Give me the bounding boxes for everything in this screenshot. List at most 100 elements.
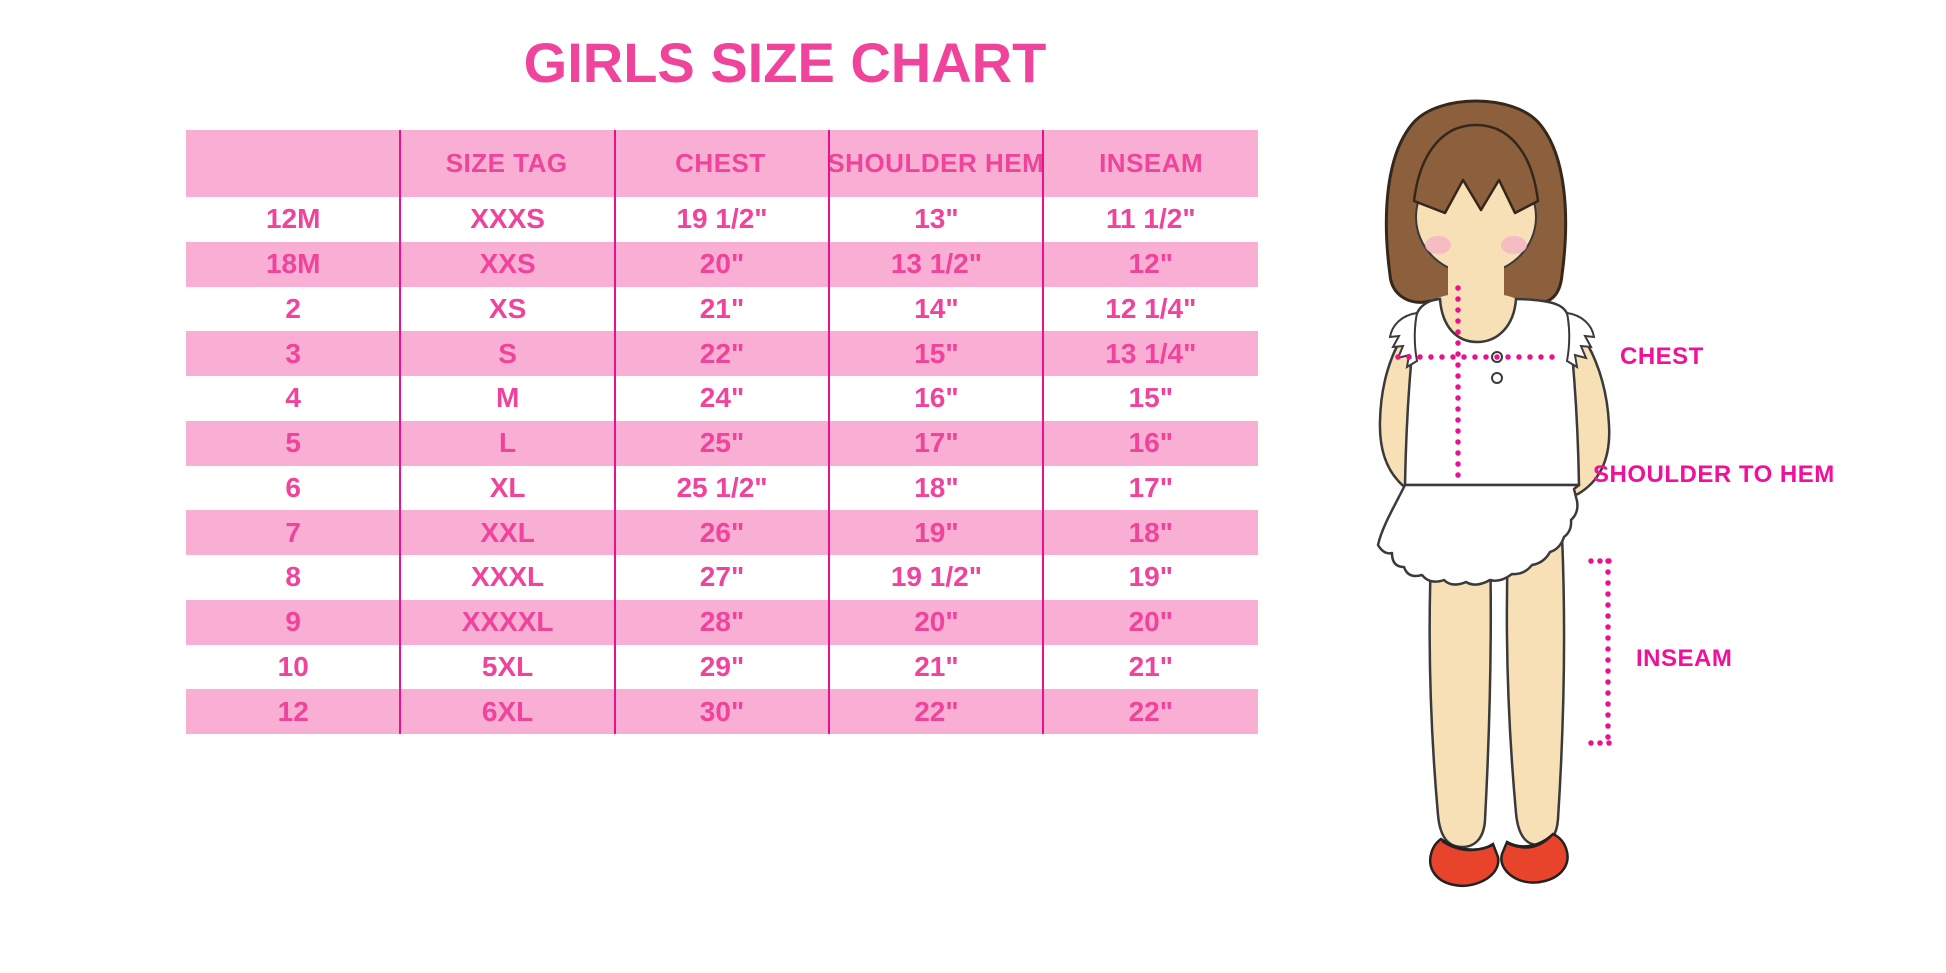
column-divider <box>1042 130 1044 734</box>
table-cell: 4 <box>285 382 301 414</box>
table-cell: 18" <box>1128 516 1174 548</box>
table-cell: 5XL <box>481 650 534 682</box>
table-cell: 21" <box>699 292 745 324</box>
table-cell: 22" <box>914 695 959 727</box>
table-cell: 24" <box>699 382 745 414</box>
table-cell: 28" <box>699 606 745 638</box>
shoulder-to-hem-measure-label: SHOULDER TO HEM <box>1593 461 1835 488</box>
table-cell: 20" <box>699 248 745 280</box>
table-cell: 12" <box>1128 248 1174 280</box>
table-row: 5 L 25" 17" 16" <box>186 420 1258 466</box>
table-cell: 22" <box>699 337 745 369</box>
table-header-row: SIZE TAG CHEST SHOULDER HEM INSEAM <box>186 130 1258 197</box>
table-cell: 6 <box>285 471 301 503</box>
table-cell: 21" <box>1128 650 1174 682</box>
table-cell: 3 <box>285 337 301 369</box>
bangs-icon <box>1412 123 1540 215</box>
table-cell: 19" <box>1128 561 1174 593</box>
table-cell: 19" <box>914 516 959 548</box>
table-cell: 15" <box>1128 382 1174 414</box>
table-row: 9 XXXXL 28" 20" 20" <box>186 599 1258 645</box>
header-cell: INSEAM <box>1099 148 1204 178</box>
table-row: 18M XXS 20" 13 1/2" 12" <box>186 241 1258 287</box>
table-cell: L <box>499 427 517 459</box>
table-cell: 18" <box>914 471 959 503</box>
table-cell: 16" <box>1128 427 1174 459</box>
table-cell: XS <box>488 292 527 324</box>
table-cell: 20" <box>1128 606 1174 638</box>
right-leg <box>1505 533 1566 847</box>
table-cell: 10 <box>277 650 309 682</box>
table-cell: 19 1/2" <box>676 203 768 235</box>
column-divider <box>399 130 401 734</box>
table-cell: 17" <box>1128 471 1174 503</box>
girl-illustration <box>1376 99 1614 887</box>
inseam-measure-label: INSEAM <box>1636 645 1733 672</box>
blush-left <box>1425 236 1451 254</box>
table-cell: 2 <box>285 292 301 324</box>
left-shoulder-ruffle <box>1388 311 1419 369</box>
table-row: 4 M 24" 16" 15" <box>186 376 1258 421</box>
header-cell: SIZE TAG <box>445 148 568 178</box>
table-cell: 25 1/2" <box>676 471 768 503</box>
table-cell: S <box>498 337 517 369</box>
table-row: 2 XS 21" 14" 12 1/4" <box>186 286 1258 332</box>
column-divider <box>828 130 830 734</box>
table-cell: 19 1/2" <box>890 561 982 593</box>
table-cell: 29" <box>699 650 745 682</box>
table-cell: 16" <box>914 382 959 414</box>
table-cell: 20" <box>914 606 959 638</box>
table-cell: 12 1/4" <box>1105 292 1197 324</box>
table-cell: 12 <box>277 695 309 727</box>
table-cell: 22" <box>1128 695 1174 727</box>
table-row: 10 5XL 29" 21" 21" <box>186 644 1258 690</box>
table-row: 7 XXL 26" 19" 18" <box>186 510 1258 555</box>
table-cell: 14" <box>914 292 959 324</box>
girls-size-table: SIZE TAG CHEST SHOULDER HEM INSEAM 12M XXXS 1… <box>186 130 1258 734</box>
right-shoulder-ruffle <box>1565 311 1596 369</box>
table-cell: 30" <box>699 695 745 727</box>
table-cell: XXS <box>479 248 536 280</box>
header-cell <box>186 130 400 197</box>
table-row: 3 S 22" 15" 13 1/4" <box>186 331 1258 376</box>
table-cell: 7 <box>285 516 301 548</box>
table-cell: M <box>495 382 520 414</box>
skirt-ruffle <box>1376 483 1581 586</box>
button-bottom <box>1491 372 1503 384</box>
table-cell: XXL <box>480 516 535 548</box>
table-cell: 9 <box>285 606 301 638</box>
header-cell: SHOULDER HEM <box>827 148 1045 178</box>
table-cell: 21" <box>914 650 959 682</box>
left-leg <box>1428 533 1493 849</box>
table-cell: 8 <box>285 561 301 593</box>
table-cell: 27" <box>699 561 745 593</box>
table-cell: 6XL <box>481 695 534 727</box>
table-cell: 11 1/2" <box>1106 203 1196 235</box>
table-body: 12M XXXS 19 1/2" 13" 11 1/2" 18M XXS 20" 13 1/2"… <box>186 197 1258 734</box>
table-cell: 12M <box>265 203 321 235</box>
table-row: 12 6XL 30" 22" 22" <box>186 689 1258 734</box>
chest-measure-label: CHEST <box>1620 343 1704 370</box>
right-shoe-strap <box>1506 834 1553 849</box>
table-cell: 18M <box>265 248 321 280</box>
column-divider <box>614 130 616 734</box>
table-cell: 13 1/2" <box>890 248 982 280</box>
table-cell: 5 <box>285 427 301 459</box>
header-cell: CHEST <box>675 148 766 178</box>
table-row: 6 XL 25 1/2" 18" 17" <box>186 465 1258 511</box>
table-cell: XXXL <box>471 561 545 593</box>
table-cell: 17" <box>914 427 959 459</box>
table-cell: 26" <box>699 516 745 548</box>
table-cell: XXXS <box>470 203 545 235</box>
table-cell: 13 1/4" <box>1105 337 1197 369</box>
table-row: 8 XXXL 27" 19 1/2" 19" <box>186 555 1258 600</box>
page-title: GIRLS SIZE CHART <box>523 31 1047 94</box>
table-cell: 15" <box>914 337 959 369</box>
table-cell: XL <box>489 471 526 503</box>
table-cell: XXXXL <box>461 606 554 638</box>
blush-right <box>1501 236 1527 254</box>
table-cell: 25" <box>699 427 745 459</box>
table-row: 12M XXXS 19 1/2" 13" 11 1/2" <box>186 197 1258 242</box>
table-cell: 13" <box>914 203 959 235</box>
left-shoe-strap <box>1441 839 1494 852</box>
